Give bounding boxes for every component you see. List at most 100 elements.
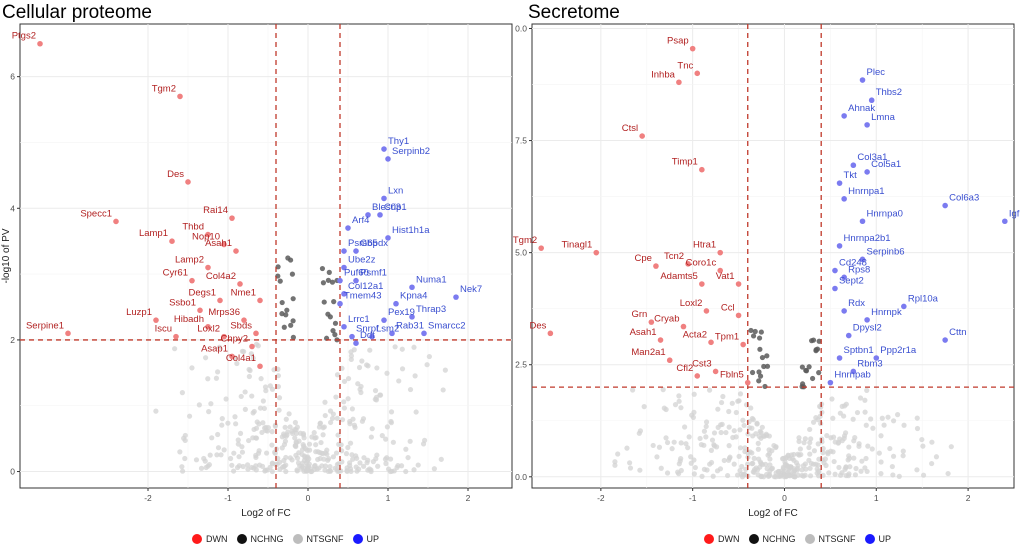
point-ns	[751, 455, 757, 461]
point-ns	[800, 463, 807, 469]
point-label: Man2a1	[631, 347, 665, 358]
point-ns	[232, 414, 238, 420]
point-label: Coro1c	[686, 258, 717, 269]
point-ns	[350, 416, 356, 422]
point-label: Lamp2	[175, 255, 204, 266]
point-nochange	[283, 312, 289, 318]
point-nochange	[275, 264, 281, 270]
point-ns	[405, 454, 411, 461]
point-ns	[286, 411, 292, 417]
point-ns	[685, 445, 691, 451]
point-ns	[854, 409, 861, 416]
point-nochange	[810, 337, 817, 343]
point-ns	[676, 393, 682, 399]
point-ns	[690, 414, 696, 420]
point-ns	[332, 465, 338, 471]
point-ns	[326, 456, 332, 462]
point-ns	[762, 461, 769, 467]
point-ns	[741, 422, 747, 429]
y-tick-label: 0	[10, 467, 15, 477]
point-ns	[313, 442, 319, 448]
point-ns	[253, 425, 260, 431]
point-ns	[890, 453, 897, 459]
point-ns	[733, 409, 739, 416]
point-ns	[832, 439, 838, 445]
point-ns	[231, 450, 237, 456]
point-ns	[239, 348, 245, 354]
point-ns	[341, 399, 347, 405]
point-up	[341, 264, 347, 271]
point-label: Col5a1	[871, 159, 901, 170]
point-ns	[292, 419, 298, 426]
point-ns	[186, 413, 193, 419]
point-ns	[796, 438, 802, 445]
point-ns	[683, 441, 689, 447]
point-ns	[289, 457, 295, 463]
point-ns	[783, 455, 789, 461]
point-ns	[349, 406, 355, 412]
point-up	[864, 317, 870, 323]
point-down	[113, 218, 119, 225]
point-ns	[900, 453, 906, 459]
point-ns	[851, 455, 857, 461]
x-tick-label: -2	[597, 493, 605, 503]
point-up	[409, 284, 415, 291]
point-nochange	[285, 255, 291, 261]
point-ns	[302, 454, 308, 460]
point-ns	[239, 444, 245, 450]
point-ns	[709, 437, 716, 443]
point-ns	[850, 416, 856, 422]
point-ns	[663, 406, 669, 413]
point-down	[37, 40, 43, 47]
point-nochange	[759, 354, 766, 361]
point-ns	[180, 468, 186, 474]
point-ns	[334, 461, 341, 468]
point-down	[65, 330, 71, 337]
point-ns	[869, 446, 875, 452]
point-ns	[721, 457, 727, 464]
point-ns	[213, 375, 220, 381]
legend-label-up: UP	[366, 534, 380, 544]
point-nochange	[761, 363, 767, 370]
point-ns	[253, 452, 259, 459]
point-down	[676, 79, 682, 86]
point-ns	[788, 452, 795, 458]
point-ns	[919, 436, 925, 443]
point-label: Cttn	[949, 327, 966, 338]
point-ns	[246, 366, 252, 373]
point-ns	[691, 471, 697, 477]
point-ns	[682, 424, 688, 430]
point-label: Sbds	[230, 320, 252, 331]
point-ns	[196, 402, 202, 408]
point-nochange	[752, 328, 758, 335]
point-ns	[257, 405, 264, 411]
point-label: Cfl2	[676, 363, 693, 374]
point-ns	[403, 468, 409, 475]
point-ns	[660, 387, 666, 393]
point-nochange	[325, 311, 331, 317]
point-label: Psap	[667, 36, 689, 47]
point-ns	[697, 435, 703, 442]
point-ns	[837, 410, 843, 416]
point-down	[253, 330, 259, 337]
point-ns	[755, 472, 761, 478]
point-label: Hnrnpa1	[848, 186, 884, 197]
point-label: Grn	[632, 309, 648, 320]
point-ns	[336, 441, 342, 447]
point-ns	[259, 429, 265, 436]
point-ns	[808, 460, 814, 467]
point-label: Ahnak	[848, 103, 875, 114]
point-ns	[399, 346, 405, 352]
legend-label-dwn: DWN	[206, 534, 228, 544]
point-ns	[345, 396, 351, 402]
point-ns	[829, 396, 835, 402]
point-label: Col4a1	[226, 353, 256, 364]
point-ns	[845, 457, 851, 463]
point-ns	[182, 437, 188, 444]
point-label: Hnrnpa0	[867, 208, 903, 219]
point-ns	[802, 436, 808, 442]
point-ns	[370, 459, 376, 465]
point-ns	[676, 398, 682, 404]
point-ns	[230, 468, 237, 474]
point-label: Cryab	[654, 314, 679, 325]
